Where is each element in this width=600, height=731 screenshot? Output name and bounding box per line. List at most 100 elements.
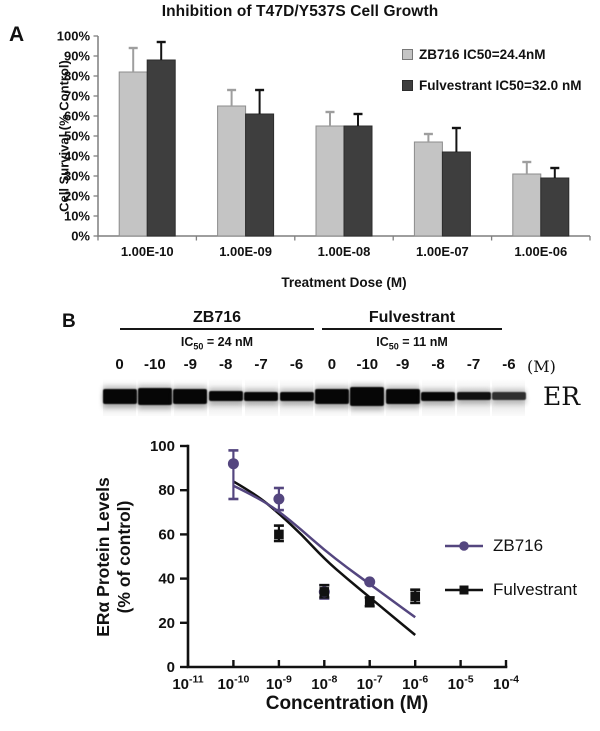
data-point-fulvestrant <box>274 529 284 540</box>
blot-band <box>314 388 349 404</box>
blot-lane <box>244 379 279 416</box>
panel-b-legend: ZB716 Fulvestrant <box>444 536 578 627</box>
bar-fulvestrant <box>441 151 471 237</box>
blot-group-fulvestrant-name: Fulvestrant <box>322 309 502 330</box>
blot-band <box>491 392 526 401</box>
panel-a-x-axis-title: Treatment Dose (M) <box>281 275 407 290</box>
blot-ic50-fulvestrant: IC50 = 11 nM <box>322 335 502 352</box>
data-point-zb716 <box>364 576 376 588</box>
zb716-swatch-icon <box>402 48 413 60</box>
blot-lane-label: -7 <box>466 356 481 373</box>
bar-zb716 <box>315 125 345 237</box>
y-tick-label: 100% <box>57 29 91 44</box>
blot-lane-label: -9 <box>396 356 410 373</box>
y-axis-title-line1: ERα Protein Levels <box>93 477 113 637</box>
blot-band <box>137 388 172 405</box>
ic50-value: = 11 nM <box>398 335 448 349</box>
x-tick-label: 10-9 <box>266 674 292 694</box>
fit-curve-zb716 <box>232 484 416 619</box>
blot-lane <box>491 379 526 416</box>
y-tick-label: 0% <box>71 229 90 244</box>
blot-lane-label: -8 <box>431 356 445 373</box>
x-category-label: 1.00E-06 <box>514 244 567 259</box>
legend-circle-marker <box>459 541 469 551</box>
bar-fulvestrant <box>146 59 176 237</box>
blot-lane <box>208 379 243 416</box>
data-point-zb716 <box>273 493 285 505</box>
fulvestrant-line-marker-icon <box>445 585 483 595</box>
x-category-label: 1.00E-07 <box>416 244 469 259</box>
ic50-sub: 50 <box>388 341 399 352</box>
blot-lane-label: -10 <box>356 356 379 373</box>
y-tick-label: 0 <box>167 659 175 676</box>
blot-lane-label: -6 <box>289 356 304 373</box>
y-tick-label: 40 <box>158 571 175 588</box>
legend-label-fulvestrant: Fulvestrant <box>493 580 578 599</box>
data-point-fulvestrant <box>319 587 330 597</box>
x-tick-label: 10-6 <box>402 674 428 694</box>
blot-band-label: ER <box>543 382 581 411</box>
blot-lane <box>385 379 420 416</box>
x-category-label: 1.00E-08 <box>318 244 371 259</box>
x-category-label: 1.00E-09 <box>219 244 272 259</box>
blot-lane-label: -10 <box>144 356 166 373</box>
y-tick-label: 60 <box>158 526 175 543</box>
x-tick-label: 10-5 <box>448 674 474 694</box>
blot-lane-label: -6 <box>502 356 516 373</box>
panel-a-y-axis-title: Cell Survival (% Control) <box>56 60 72 212</box>
ic50-value: = 24 nM <box>203 335 254 349</box>
data-point-fulvestrant <box>364 597 375 607</box>
blot-ic50-zb716: IC50 = 24 nM <box>120 335 314 352</box>
panel-b-label: B <box>62 311 76 332</box>
panel-b-x-axis-title: Concentration (M) <box>265 693 429 714</box>
bar-zb716 <box>512 173 542 237</box>
y-tick-label: 100 <box>150 438 175 455</box>
panel-a-legend: ZB716 IC50=24.4nM Fulvestrant IC50=32.0 … <box>402 47 581 109</box>
blot-band <box>102 388 137 404</box>
panel-a-chart-title: Inhibition of T47D/Y537S Cell Growth <box>161 3 439 20</box>
legend-label-zb716: ZB716 <box>493 536 544 555</box>
legend-item-zb716: ZB716 <box>444 536 577 555</box>
legend-item-fulvestrant: Fulvestrant IC50=32.0 nM <box>402 78 581 93</box>
y-tick-label: 20 <box>158 615 175 632</box>
data-point-fulvestrant <box>410 591 420 602</box>
ic50-sub: 50 <box>193 341 204 352</box>
blot-lane <box>137 379 172 416</box>
ic50-text: IC <box>180 335 194 349</box>
bar-zb716 <box>217 105 247 237</box>
x-tick-label: 10-7 <box>357 674 383 694</box>
x-tick-label: 10-11 <box>172 674 203 694</box>
blot-group-zb716: ZB716 <box>120 309 314 330</box>
blot-lane <box>279 379 314 416</box>
blot-lane <box>314 379 349 416</box>
bar-zb716 <box>118 71 148 237</box>
fit-curve-fulvestrant <box>232 480 416 636</box>
zb716-line-marker-icon <box>445 541 483 551</box>
blot-group-fulvestrant: Fulvestrant <box>322 309 502 330</box>
bar-zb716 <box>413 141 443 237</box>
bar-fulvestrant <box>245 113 275 237</box>
x-tick-label: 10-10 <box>217 674 249 694</box>
x-tick-label: 10-4 <box>493 674 519 694</box>
blot-lane <box>421 379 456 416</box>
western-blot-strip <box>102 379 527 416</box>
y-tick-label: 80 <box>158 482 175 499</box>
blot-group-zb716-name: ZB716 <box>120 309 314 330</box>
x-category-label: 1.00E-10 <box>121 244 174 259</box>
blot-lane-label: -9 <box>183 356 197 373</box>
blot-lane-label: -7 <box>254 356 268 373</box>
blot-band <box>208 391 243 402</box>
panel-a-label: A <box>9 23 25 46</box>
blot-lane-label: 0 <box>327 356 337 373</box>
legend-label-zb716: ZB716 IC50=24.4nM <box>419 46 546 62</box>
fulvestrant-swatch-icon <box>402 79 413 91</box>
y-axis-title-line2: (% of control) <box>114 500 134 614</box>
legend-item-fulvestrant: Fulvestrant <box>444 580 578 599</box>
blot-unit-label: (M) <box>527 357 556 376</box>
legend-square-marker <box>459 585 469 595</box>
ic50-text: IC <box>376 335 389 349</box>
blot-lane <box>456 379 491 416</box>
blot-lane <box>350 379 385 416</box>
blot-lane-label: 0 <box>115 356 124 373</box>
